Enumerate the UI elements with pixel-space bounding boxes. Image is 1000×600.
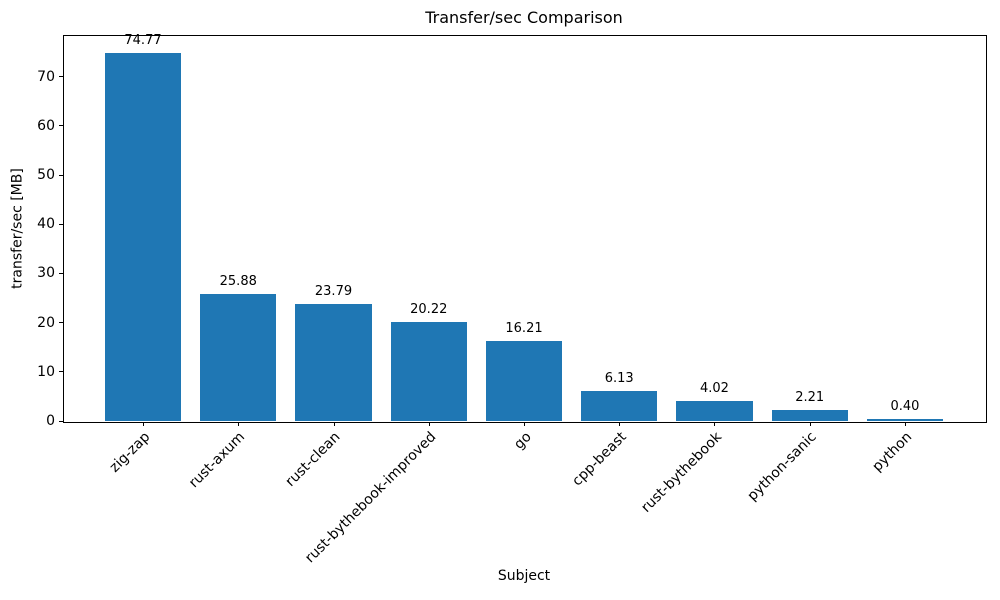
bar [104, 53, 182, 421]
bar [771, 410, 848, 421]
y-tick-mark [59, 420, 63, 422]
x-tick-label-text: go [510, 429, 535, 453]
bar-value-label: 20.22 [410, 301, 448, 317]
y-tick-label: 40 [37, 216, 55, 233]
y-tick-mark [59, 174, 63, 176]
x-tick-label-text: rust-axum [186, 429, 249, 492]
x-tick-label-text: cpp-beast [569, 429, 630, 490]
x-tick-mark [143, 422, 144, 426]
y-tick-label: 20 [37, 314, 55, 331]
x-tick-label-text: rust-clean [282, 429, 344, 490]
y-tick-mark [59, 223, 63, 225]
x-axis-label: Subject [497, 568, 551, 584]
bar-value-label: 2.21 [795, 390, 825, 406]
y-tick-mark [59, 371, 63, 373]
y-tick-label: 10 [37, 363, 55, 380]
y-tick-label: 70 [37, 68, 55, 85]
x-tick-label-text: zig-zap [106, 429, 154, 476]
bar-value-label: 25.88 [219, 273, 257, 289]
x-tick-mark [238, 422, 240, 426]
bar-value-label: 23.79 [314, 284, 353, 300]
y-tick-label: 60 [37, 117, 55, 134]
x-tick-mark [619, 422, 621, 426]
y-tick-label: 30 [37, 265, 55, 282]
bar-value-label: 74.77 [124, 33, 162, 49]
bar-value-label: 16.21 [505, 321, 543, 337]
x-tick-mark [333, 422, 335, 426]
bar-value-label: 6.13 [604, 370, 634, 386]
x-tick-label-text: python-sanic [744, 429, 821, 505]
bar [676, 401, 753, 421]
bar [200, 293, 277, 421]
y-tick-label: 50 [37, 167, 55, 184]
x-tick-mark [904, 422, 906, 426]
bar-value-label: 4.02 [700, 381, 729, 397]
bar-value-label: 0.40 [890, 399, 920, 415]
y-tick-label: 0 [46, 413, 55, 429]
x-tick-label-text: python [869, 429, 916, 475]
bar [581, 390, 658, 421]
y-tick-mark [59, 322, 63, 324]
bar [485, 341, 563, 421]
bar [866, 419, 944, 421]
chart-title: Transfer/sec Comparison [425, 8, 623, 27]
x-tick-mark [714, 422, 716, 426]
y-tick-mark [59, 272, 63, 274]
x-tick-mark [428, 422, 430, 426]
x-tick-mark [809, 422, 811, 426]
x-tick-label-text: rust-bythebook [638, 429, 725, 516]
x-tick-mark [524, 422, 525, 426]
bar [295, 304, 372, 421]
bar [390, 321, 467, 421]
y-tick-mark [59, 76, 63, 78]
y-tick-mark [59, 125, 63, 127]
